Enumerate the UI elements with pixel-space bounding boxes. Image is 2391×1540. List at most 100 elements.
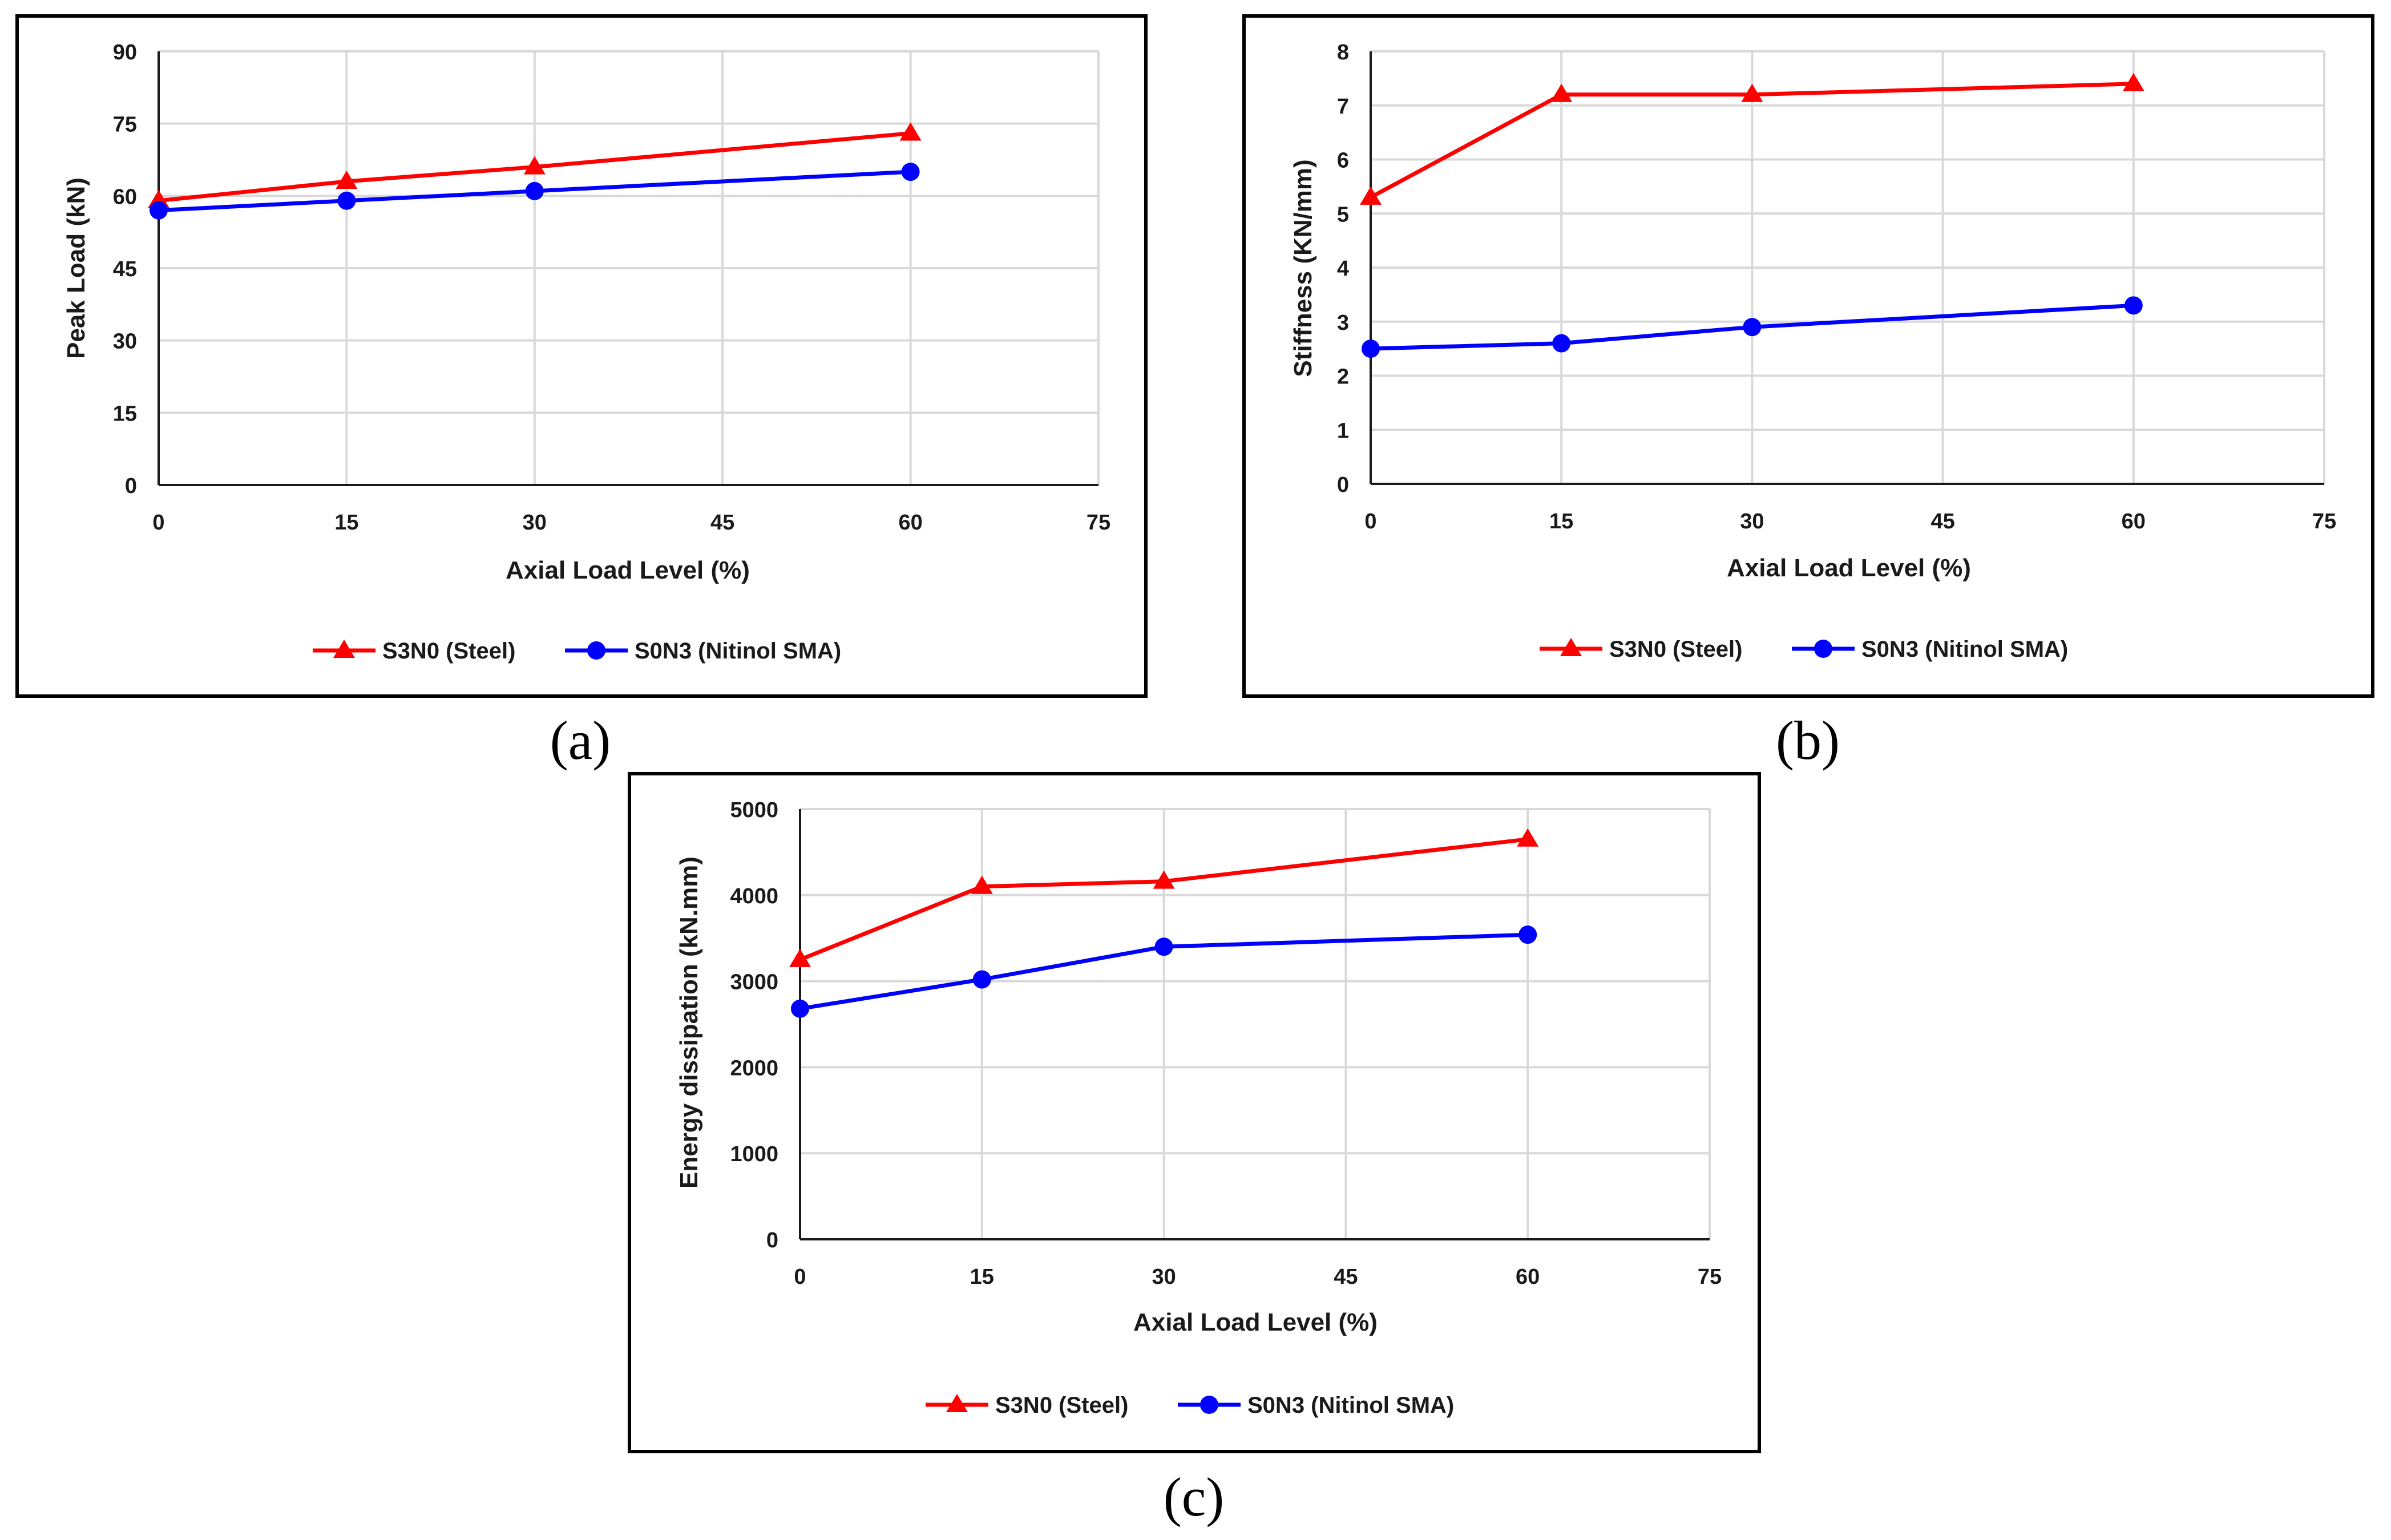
data-point-sma (337, 191, 356, 210)
y-tick-label: 5 (1337, 203, 1349, 227)
y-tick-label: 3000 (730, 971, 778, 995)
x-tick-label: 15 (334, 511, 358, 535)
data-point-sma (150, 201, 168, 220)
y-tick-label: 0 (1337, 473, 1349, 497)
x-tick-label: 75 (1087, 511, 1110, 535)
y-tick-label: 3 (1337, 311, 1349, 335)
y-tick-label: 90 (113, 41, 137, 64)
chart-a-xlabel: Axial Load Level (%) (506, 556, 750, 584)
caption-a: (a) (550, 710, 611, 771)
data-point-sma (1552, 334, 1571, 353)
y-tick-label: 75 (113, 113, 137, 137)
chart-a-plot: 0 15 30 45 60 75 0 15 30 45 60 75 90 (113, 41, 1110, 535)
chart-c-legend: S3N0 (Steel) S0N3 (Nitinol SMA) (926, 1393, 1454, 1418)
x-tick-label: 45 (1334, 1265, 1358, 1289)
legend-steel-marker (946, 1394, 968, 1412)
x-tick-label: 75 (2312, 510, 2336, 533)
y-tick-label: 1 (1337, 419, 1349, 443)
data-point-sma (525, 181, 544, 200)
x-tick-label: 30 (523, 511, 547, 535)
legend-sma-marker (1200, 1396, 1218, 1414)
data-point-sma (1154, 937, 1173, 956)
data-point-sma (1743, 318, 1762, 337)
data-point-steel (971, 875, 993, 894)
series-line-steel (799, 837, 1528, 962)
y-tick-label: 4000 (730, 884, 778, 908)
caption-b: (b) (1776, 710, 1840, 771)
chart-b-ylabel: Stiffness (KN/mm) (1289, 159, 1317, 377)
data-point-steel (1153, 870, 1175, 889)
y-tick-label: 0 (125, 474, 137, 498)
data-point-sma (791, 999, 809, 1018)
caption-c: (c) (1164, 1466, 1225, 1527)
y-tick-label: 2 (1337, 365, 1349, 389)
panel-a-frame (15, 14, 1148, 698)
chart-c-ylabel: Energy dissipation (kN.mm) (675, 856, 703, 1189)
y-tick-label: 1000 (730, 1142, 778, 1166)
data-point-steel (336, 171, 358, 189)
data-point-sma (1518, 925, 1537, 944)
x-tick-label: 30 (1740, 510, 1764, 533)
data-point-sma (972, 970, 991, 989)
x-tick-label: 30 (1152, 1265, 1176, 1289)
chart-a-ylabel: Peak Load (kN) (62, 177, 90, 359)
data-point-steel (1741, 83, 1763, 102)
legend-sma-label: S0N3 (Nitinol SMA) (635, 638, 841, 664)
legend-sma-label: S0N3 (Nitinol SMA) (1247, 1393, 1454, 1418)
series-line-sma (158, 169, 911, 213)
data-point-steel (523, 156, 546, 175)
legend-steel-label: S3N0 (Steel) (995, 1393, 1128, 1418)
legend-steel-marker (1560, 638, 1582, 656)
y-tick-label: 30 (113, 330, 137, 354)
chart-b-xlabel: Axial Load Level (%) (1727, 554, 1971, 582)
data-point-steel (1360, 186, 1382, 205)
x-tick-label: 60 (898, 511, 922, 535)
series-line-steel (158, 131, 911, 203)
panel-a: 0 15 30 45 60 75 0 15 30 45 60 75 90 Axial Load Leve… (15, 14, 1148, 698)
data-point-steel (899, 122, 922, 141)
data-point-sma (901, 163, 920, 181)
legend-sma-marker (1814, 640, 1832, 658)
x-tick-label: 60 (1516, 1265, 1540, 1289)
chart-c-xlabel: Axial Load Level (%) (1133, 1308, 1378, 1336)
data-point-sma (2124, 296, 2143, 315)
y-tick-label: 2000 (730, 1056, 778, 1080)
series-line-sma (1370, 303, 2134, 351)
y-tick-label: 6 (1337, 149, 1349, 173)
chart-b-legend: S3N0 (Steel) S0N3 (Nitinol SMA) (1540, 637, 2068, 662)
x-tick-label: 0 (152, 511, 164, 535)
legend-sma-label: S0N3 (Nitinol SMA) (1861, 637, 2068, 662)
y-tick-label: 7 (1337, 95, 1349, 119)
series-line-steel (1370, 82, 2134, 199)
chart-a-legend: S3N0 (Steel) S0N3 (Nitinol SMA) (313, 638, 841, 664)
y-tick-label: 4 (1337, 257, 1349, 281)
y-tick-label: 0 (766, 1228, 778, 1252)
y-tick-label: 60 (113, 185, 137, 209)
y-tick-label: 15 (113, 402, 137, 426)
y-tick-label: 45 (113, 257, 137, 281)
data-point-steel (789, 948, 811, 967)
legend-steel-label: S3N0 (Steel) (382, 638, 515, 664)
data-point-steel (2122, 72, 2144, 91)
data-point-steel (1517, 828, 1539, 847)
legend-steel-label: S3N0 (Steel) (1609, 637, 1742, 662)
panel-b-frame (1242, 14, 2374, 698)
chart-c-plot: 0 15 30 45 60 75 0 1000 2000 3000 4000 5000 (730, 798, 1722, 1289)
data-point-steel (1550, 83, 1573, 102)
x-tick-label: 15 (1549, 510, 1573, 533)
panel-c: 0 15 30 45 60 75 0 1000 2000 3000 4000 5000 Axial L… (628, 772, 1761, 1453)
x-tick-label: 0 (794, 1265, 806, 1289)
x-tick-label: 75 (1698, 1265, 1722, 1289)
series-line-sma (799, 932, 1528, 1011)
x-tick-label: 45 (710, 511, 734, 535)
legend-sma-marker (587, 641, 605, 660)
data-point-sma (1362, 339, 1380, 358)
legend-steel-marker (333, 640, 355, 658)
y-tick-label: 8 (1337, 41, 1349, 64)
x-tick-label: 0 (1364, 510, 1376, 533)
x-tick-label: 60 (2122, 510, 2146, 533)
panel-c-frame (628, 772, 1761, 1453)
